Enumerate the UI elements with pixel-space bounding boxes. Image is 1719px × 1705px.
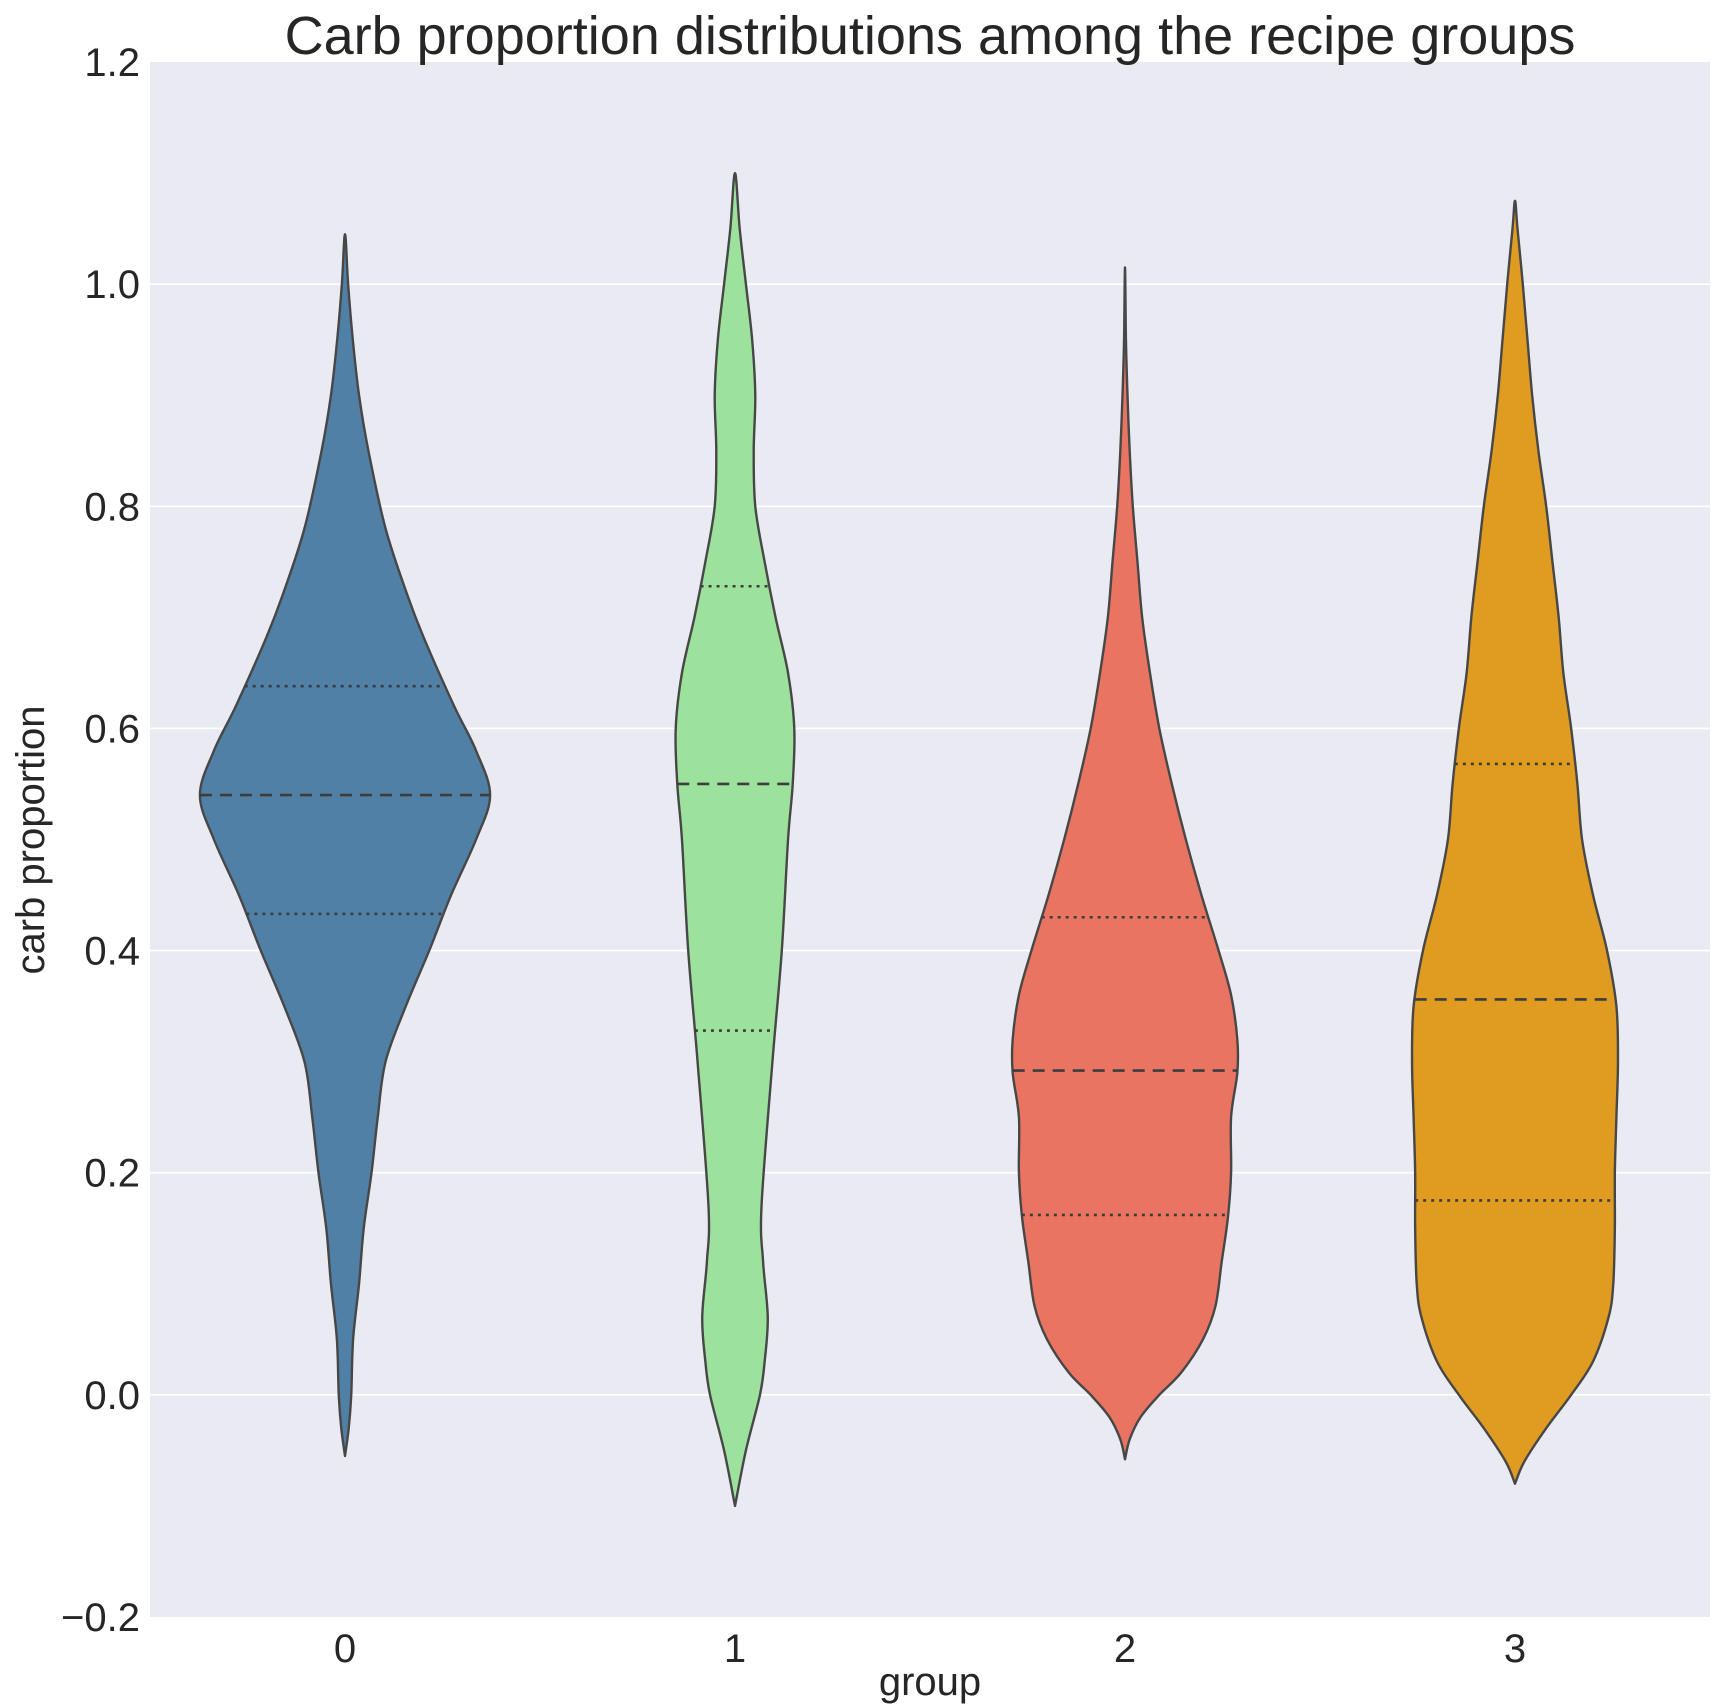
violin-group-2: [1010, 266, 1240, 1461]
violin-3: [1410, 199, 1620, 1485]
violin-group-1: [674, 171, 796, 1508]
violins: [198, 171, 1620, 1508]
y-tick-labels: −0.2 0.0 0.2 0.4 0.6 0.8 1.0 1.2: [61, 41, 140, 1640]
x-tick-labels: 0 1 2 3: [334, 1627, 1526, 1671]
y-tick-label: 0.8: [84, 485, 140, 529]
x-tick-label: 2: [1114, 1627, 1136, 1671]
violin-group-3: [1410, 199, 1620, 1485]
y-tick-label: 0.4: [84, 930, 140, 974]
x-tick-label: 0: [334, 1627, 356, 1671]
x-tick-label: 3: [1504, 1627, 1526, 1671]
violin-1: [674, 171, 796, 1508]
violin-2: [1010, 266, 1240, 1461]
chart-title: Carb proportion distributions among the …: [285, 6, 1576, 66]
x-axis-label: group: [879, 1660, 981, 1704]
y-tick-label: −0.2: [61, 1596, 140, 1640]
y-tick-label: 0.2: [84, 1152, 140, 1196]
violin-0: [198, 232, 492, 1458]
y-axis-label: carb proportion: [9, 705, 53, 974]
y-tick-label: 0.0: [84, 1374, 140, 1418]
violin-group-0: [198, 232, 492, 1458]
y-tick-label: 1.0: [84, 263, 140, 307]
y-tick-label: 1.2: [84, 41, 140, 85]
x-tick-label: 1: [724, 1627, 746, 1671]
y-tick-label: 0.6: [84, 707, 140, 751]
